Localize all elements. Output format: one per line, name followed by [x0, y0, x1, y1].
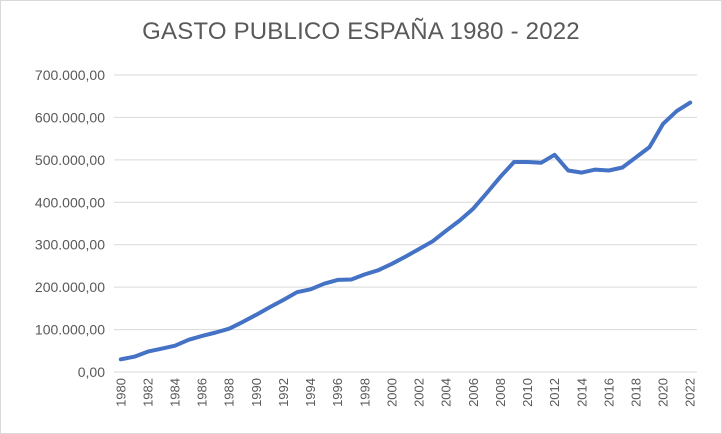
data-point	[539, 161, 543, 165]
x-tick-label: 1986	[195, 378, 210, 407]
x-tick-label: 1994	[303, 378, 318, 407]
data-point	[458, 219, 462, 223]
x-tick-label: 1988	[222, 378, 237, 407]
data-point	[268, 305, 272, 309]
x-tick-label: 2014	[574, 378, 589, 407]
data-point	[173, 344, 177, 348]
data-point	[322, 282, 326, 286]
data-point	[498, 175, 502, 179]
x-tick-label: 2016	[601, 378, 616, 407]
gridlines	[114, 74, 697, 373]
data-point	[309, 287, 313, 291]
data-point	[675, 109, 679, 113]
x-tick-label: 2020	[656, 378, 671, 407]
y-tick-label: 200.000,00	[35, 279, 105, 295]
data-point	[227, 327, 231, 331]
chart-title: GASTO PUBLICO ESPAÑA 1980 - 2022	[142, 18, 580, 45]
x-tick-label: 1998	[357, 378, 372, 407]
x-tick-label: 1982	[140, 378, 155, 407]
data-point	[119, 357, 123, 361]
x-tick-label: 2012	[547, 378, 562, 407]
data-point	[187, 338, 191, 342]
data-point	[553, 153, 557, 157]
data-point	[200, 334, 204, 338]
data-point	[634, 155, 638, 159]
data-point	[512, 160, 516, 164]
data-point	[363, 272, 367, 276]
x-axis-tick-labels: 1980 1982 1984 1986 1988 1990 1992 1994 1996 1998…	[113, 378, 697, 407]
data-point	[661, 122, 665, 126]
data-point	[526, 160, 530, 164]
data-point	[444, 229, 448, 233]
data-point	[214, 331, 218, 335]
y-axis-tick-labels: 0,00 100.000,00 200.000,00 300.000,00 400.00…	[35, 67, 105, 380]
x-tick-label: 2008	[493, 378, 508, 407]
data-point	[376, 268, 380, 272]
data-point	[580, 171, 584, 175]
data-point	[282, 298, 286, 302]
data-point	[295, 290, 299, 294]
data-point	[404, 255, 408, 259]
data-point	[241, 320, 245, 324]
x-tick-label: 1980	[113, 378, 128, 407]
x-tick-label: 2010	[520, 378, 535, 407]
data-point	[688, 101, 692, 105]
data-point	[431, 239, 435, 243]
y-tick-label: 300.000,00	[35, 237, 105, 253]
x-tick-label: 2018	[628, 378, 643, 407]
data-point	[485, 191, 489, 195]
y-tick-label: 500.000,00	[35, 152, 105, 168]
y-tick-label: 0,00	[78, 364, 105, 380]
data-point	[132, 355, 136, 359]
x-tick-label: 1996	[330, 378, 345, 407]
x-tick-label: 1990	[249, 378, 264, 407]
data-point	[566, 169, 570, 173]
data-point	[160, 347, 164, 351]
x-tick-label: 2004	[439, 378, 454, 407]
series-layer	[118, 100, 693, 362]
y-tick-label: 400.000,00	[35, 194, 105, 210]
x-tick-label: 2006	[466, 378, 481, 407]
x-tick-label: 2000	[384, 378, 399, 407]
data-point	[146, 350, 150, 354]
data-point	[471, 207, 475, 211]
data-point	[349, 278, 353, 282]
y-tick-label: 700.000,00	[35, 67, 105, 83]
series-line	[118, 100, 693, 362]
data-point	[607, 169, 611, 173]
x-tick-label: 1992	[276, 378, 291, 407]
data-point	[648, 145, 652, 149]
x-tick-label: 2002	[412, 378, 427, 407]
y-tick-label: 600.000,00	[35, 109, 105, 125]
x-tick-label: 2022	[683, 378, 698, 407]
data-point	[336, 278, 340, 282]
data-point	[593, 168, 597, 172]
data-point	[390, 262, 394, 266]
y-tick-label: 100.000,00	[35, 322, 105, 338]
x-tick-label: 1984	[168, 378, 183, 407]
data-point	[417, 247, 421, 251]
data-point	[254, 313, 258, 317]
data-point	[620, 166, 624, 170]
